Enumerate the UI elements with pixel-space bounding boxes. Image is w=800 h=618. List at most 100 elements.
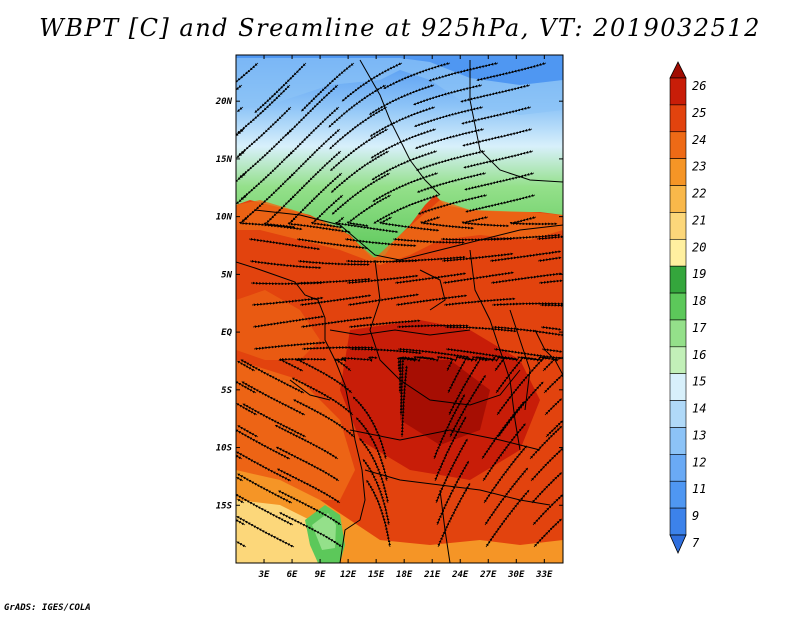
lon-tick-label: 9E [315,570,326,580]
border-south-3 [439,489,451,563]
lon-tick-label: 12E [340,570,357,580]
streamline [533,518,562,548]
border-sahel [254,209,563,261]
colorbar-swatch [669,373,687,401]
streamline [366,479,392,548]
border-south-1 [349,429,541,451]
colorbar-swatch [669,427,687,455]
lon-tick-label: 33E [535,570,553,580]
colorbar-label: 23 [692,160,706,174]
coast-east [534,329,563,376]
colorbar-swatch [669,158,687,186]
streamline [443,297,516,307]
streamline [476,62,547,82]
colorbar-label: 22 [692,187,706,201]
lat-tick-label: 5N [221,270,232,280]
colorbar-label: 12 [692,455,706,469]
colorbar-label: 24 [692,133,706,147]
coastline-west [236,261,366,563]
streamline [537,256,562,263]
lon-tick-label: 6E [287,570,298,580]
streamline [396,324,469,329]
border-east [469,249,521,451]
colorbar-swatch [669,507,687,536]
colorbar-min-arrow [669,534,687,554]
colorbar-label: 13 [692,428,706,442]
streamline [400,365,408,438]
colorbar-label: 20 [692,240,706,254]
lat-tick-label: 10S [216,444,233,454]
streamline [490,272,563,285]
streamline [420,216,474,230]
colorbar-label: 18 [692,294,706,308]
lon-tick-label: 3E [258,570,270,580]
colorbar-swatch [669,454,687,482]
streamline [300,316,373,329]
streamline [461,216,510,228]
colorbar-swatch [669,185,687,213]
colorbar-label: 14 [692,402,706,416]
lon-tick-label: 24E [451,570,469,580]
colorbar-label: 21 [692,213,706,227]
streamline [392,237,465,244]
streamline [509,216,558,226]
colorbar-swatch [669,104,687,133]
lon-tick-label: 15E [368,570,385,580]
map-title: WBPT [C] and Sreamline at 925hPa, VT: 20… [39,14,761,42]
streamline [344,237,417,248]
streamline [395,294,468,307]
lat-tick-label: EQ [221,328,232,338]
streamline [253,341,326,351]
colorbar-swatch [669,77,687,106]
colorbar-label: 11 [692,482,706,496]
colorbar-swatch [669,212,687,240]
border-north-1 [359,59,441,196]
border-central [369,259,521,406]
lake-shore [509,309,531,411]
lat-tick-label: 20N [215,97,233,107]
streamline [297,259,370,266]
colorbar-label: 15 [692,375,706,389]
streamline [293,399,355,438]
border-inner-2 [289,379,331,401]
streamline [543,374,563,394]
streamline [463,150,534,169]
border-south-2 [364,469,551,506]
colorbar-label: 16 [692,348,706,362]
lat-tick-label: 15N [216,155,233,165]
border-equator [329,329,471,336]
lon-tick-label: 21E [423,570,441,580]
colorbar-label: 9 [692,509,699,523]
streamlines [236,62,563,548]
lat-tick-label: 15S [216,501,233,511]
colorbar-swatch [669,319,687,348]
streamline [249,259,322,270]
streamline [540,325,562,331]
colorbar: 26 25 24 23 22 21 20 19 18 17 16 15 14 13 12 11 9 7 [669,61,707,554]
country-borders [236,59,563,563]
colorbar-label: 19 [692,267,706,281]
streamline [544,398,563,416]
colorbar-label: 7 [692,536,700,550]
colorbar-swatch [669,265,687,294]
streamline [437,482,471,548]
wbpt-field [236,55,563,563]
streamline [348,319,421,329]
colorbar-label: 26 [692,79,706,93]
colorbar-swatch [669,400,687,428]
lat-tick-label: 10N [216,213,233,223]
lon-tick-label: 27E [479,570,497,580]
plot-frame [235,54,564,564]
streamline [460,84,531,103]
colorbar-label: 25 [692,106,706,120]
streamline [462,128,533,147]
colorbar-swatch [669,238,687,267]
streamline [465,194,536,213]
lon-tick-label: 18E [396,570,413,580]
border-inner-1 [419,269,446,311]
lat-tick-label: 5S [221,386,232,396]
colorbar-swatch [669,480,687,509]
streamline [538,279,563,285]
colorbar-label: 17 [692,321,707,335]
